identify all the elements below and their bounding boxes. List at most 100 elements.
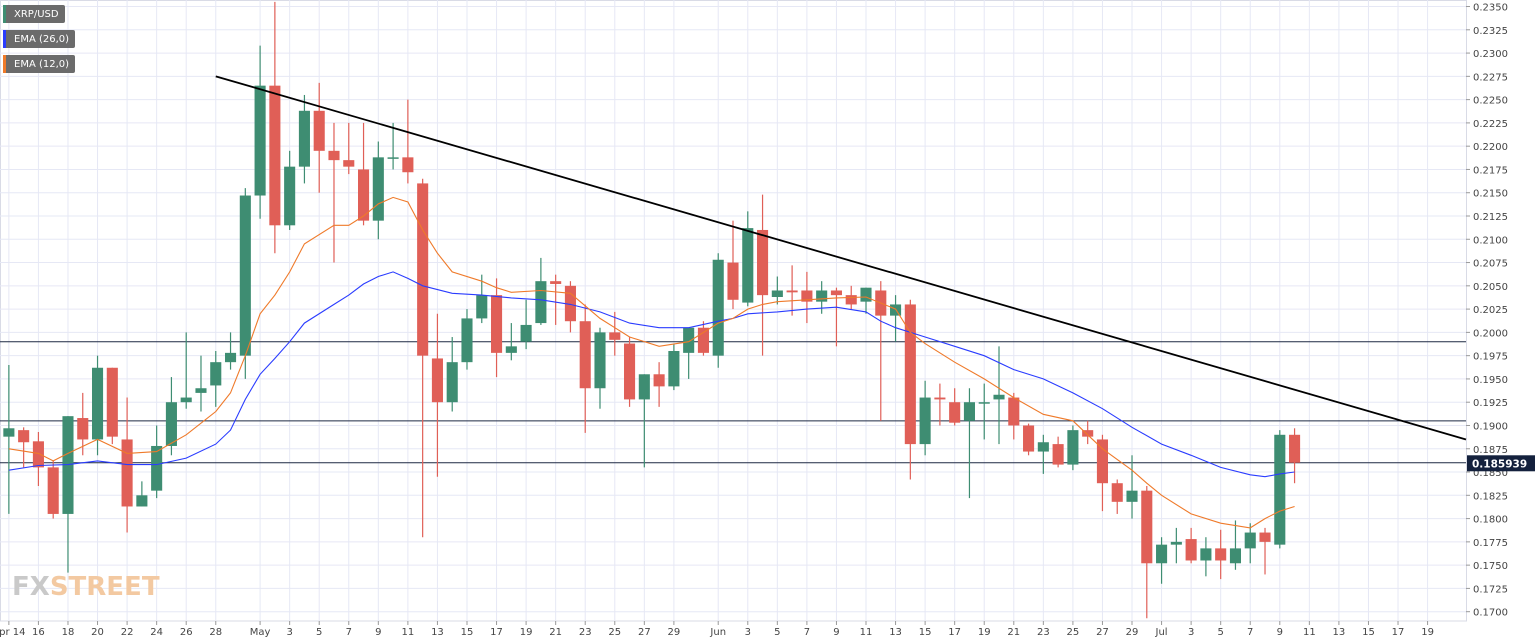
candle-up <box>1037 442 1049 452</box>
x-tick-label: 17 <box>948 627 961 638</box>
x-tick-label: 28 <box>209 627 222 638</box>
descending-trendline <box>215 75 1467 441</box>
legend-swatch-ema26 <box>3 30 6 48</box>
x-tick-label: 17 <box>1392 627 1405 638</box>
candle-up <box>476 295 488 319</box>
x-tick-label: 3 <box>745 627 751 638</box>
candle-down <box>1259 532 1271 542</box>
candle-down <box>609 332 621 340</box>
x-tick-label: 27 <box>1096 627 1109 638</box>
y-tick-label: 0.2350 <box>1473 3 1508 14</box>
x-tick-label: Jul <box>1155 627 1168 638</box>
candle-down <box>1141 490 1153 564</box>
x-tick-label: 20 <box>91 627 104 638</box>
x-tick-label: 9 <box>833 627 839 638</box>
candle-up <box>505 346 517 353</box>
legend-xrpusd[interactable]: XRP/USD <box>3 5 65 23</box>
candle-up <box>91 367 104 440</box>
x-tick-label: 16 <box>32 627 45 638</box>
candle-down <box>343 160 355 167</box>
legend-ema12[interactable]: EMA (12,0) <box>3 55 76 73</box>
candle-up <box>742 228 754 303</box>
candle-down <box>328 150 340 161</box>
candle-down <box>77 418 89 440</box>
x-tick-label: 13 <box>431 627 444 638</box>
x-tick-label: 15 <box>461 627 474 638</box>
candle-up <box>978 402 990 404</box>
candle-down <box>934 397 946 400</box>
x-tick-label: 3 <box>286 627 292 638</box>
candle-down <box>431 358 443 403</box>
x-tick-label: 29 <box>1126 627 1139 638</box>
candle-up <box>387 157 399 159</box>
candle-up <box>298 110 310 167</box>
candle-down <box>18 430 30 443</box>
last-price-tag <box>1467 455 1535 472</box>
candle-up <box>860 287 872 302</box>
candle-down <box>417 183 429 356</box>
candle-down <box>313 110 325 151</box>
x-tick-label: 19 <box>978 627 991 638</box>
candle-up <box>3 428 15 437</box>
candle-up <box>993 394 1005 400</box>
candle-down <box>402 157 414 173</box>
x-tick-label: Jun <box>709 627 726 638</box>
y-tick-label: 0.2050 <box>1473 282 1508 293</box>
candle-up <box>195 388 207 393</box>
candle-down <box>1052 444 1064 465</box>
candle-up <box>816 290 828 302</box>
y-tick-label: 0.1900 <box>1473 421 1508 432</box>
x-tick-label: 5 <box>774 627 780 638</box>
candle-up <box>712 259 724 356</box>
y-tick-label: 0.2225 <box>1473 119 1508 130</box>
candle-down <box>1215 548 1227 561</box>
x-tick-label: 13 <box>889 627 902 638</box>
candle-down <box>904 304 916 445</box>
plot-area <box>0 0 1467 622</box>
candle-up <box>136 495 148 507</box>
candle-up <box>1200 548 1212 561</box>
y-tick-label: 0.1875 <box>1473 445 1508 456</box>
x-tick-label: 25 <box>1067 627 1080 638</box>
y-tick-label: 0.1975 <box>1473 352 1508 363</box>
y-tick-label: 0.1750 <box>1473 561 1508 572</box>
candle-up <box>210 362 222 386</box>
candle-up <box>1170 541 1182 545</box>
candle-down <box>1111 483 1123 502</box>
x-tick-label: 11 <box>1303 627 1316 638</box>
x-tick-label: 11 <box>402 627 415 638</box>
y-tick-label: 0.2100 <box>1473 235 1508 246</box>
candle-up <box>1229 548 1242 564</box>
y-tick-label: 0.2175 <box>1473 165 1508 176</box>
x-tick-label: 9 <box>375 627 381 638</box>
candle-down <box>1008 397 1020 426</box>
x-tick-label: 22 <box>121 627 134 638</box>
x-tick-label: 21 <box>549 627 562 638</box>
y-tick-label: 0.2075 <box>1473 259 1508 270</box>
logo-fx: FX <box>12 572 50 602</box>
x-tick-label: 24 <box>150 627 163 638</box>
x-tick-label: 5 <box>1217 627 1223 638</box>
x-tick-label: 29 <box>668 627 681 638</box>
candle-down <box>757 229 769 296</box>
legend-ema26[interactable]: EMA (26,0) <box>3 30 76 48</box>
legend-swatch-xrpusd <box>3 5 6 23</box>
candle-down <box>1023 425 1035 452</box>
candle-down <box>1096 439 1108 484</box>
x-tick-label: 21 <box>1007 627 1020 638</box>
candle-down <box>727 262 739 300</box>
y-tick-label: 0.1800 <box>1473 515 1508 526</box>
x-tick-label: 27 <box>638 627 651 638</box>
candle-down <box>949 402 961 423</box>
candle-up <box>239 195 251 356</box>
y-tick-label: 0.2325 <box>1473 26 1508 37</box>
candle-down <box>579 321 591 389</box>
y-tick-label: 0.1700 <box>1473 608 1508 619</box>
candle-up <box>683 327 695 353</box>
logo-street: STREET <box>49 572 160 602</box>
legend-label-ema26: EMA (26,0) <box>14 33 70 45</box>
candle-up <box>771 290 783 297</box>
x-tick-label: 5 <box>316 627 322 638</box>
last-price-label: 0.185939 <box>1472 458 1527 470</box>
